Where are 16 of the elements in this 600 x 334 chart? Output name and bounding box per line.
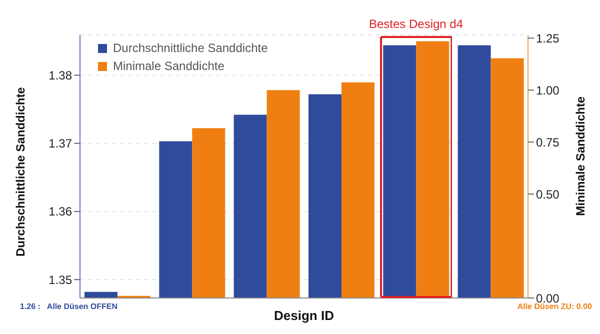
- y-tick-label: 1.37: [48, 136, 72, 151]
- y-tick-label: 1.35: [48, 272, 72, 287]
- y2-axis-title: Minimale Sanddichte: [573, 96, 588, 216]
- y-tick-label: 1.36: [48, 204, 72, 219]
- legend-label: Durchschnittliche Sanddichte: [113, 40, 268, 57]
- x-axis-title: Design ID: [274, 308, 334, 323]
- legend-label: Minimale Sanddichte: [113, 58, 224, 75]
- y2-tick-label: 0.75: [536, 135, 560, 150]
- y2-tick-label: 1.25: [536, 31, 560, 46]
- text: 1.26 : Alle Düsen OFFEN: [20, 302, 118, 311]
- text: Alle Düsen ZU: 0.00: [517, 302, 592, 311]
- text: Bestes Design d4: [368, 17, 464, 31]
- y-axis-title: Durchschnittliche Sanddichte: [13, 86, 28, 256]
- y2-tick-label: 1.00: [536, 83, 560, 98]
- y2-tick-label: 0.50: [536, 187, 560, 202]
- y-tick-label: 1.38: [48, 68, 72, 82]
